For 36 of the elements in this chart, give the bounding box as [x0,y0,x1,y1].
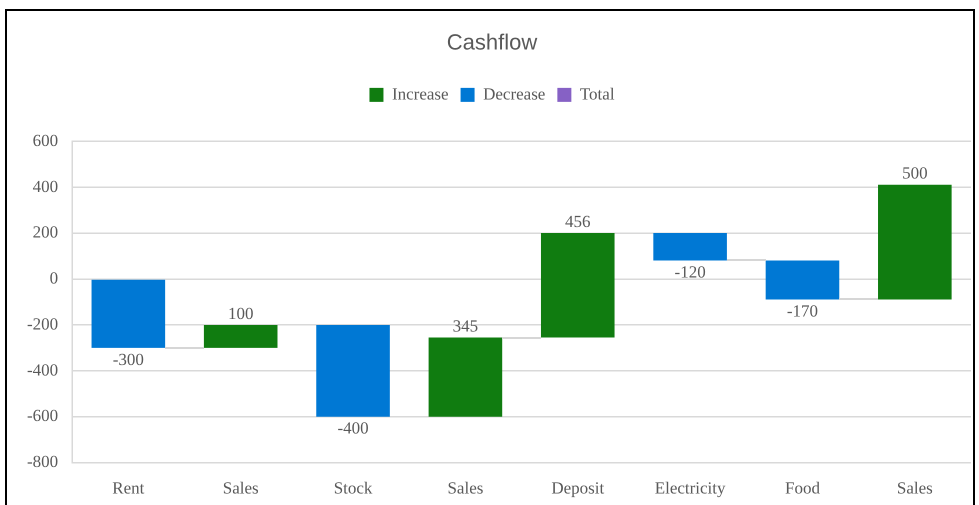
x-tick-label: Sales [222,478,259,498]
data-label: 500 [902,164,928,183]
y-tick-label: -400 [26,360,58,380]
bar [428,338,502,417]
legend-label: Decrease [483,84,546,104]
y-tick-label: 200 [32,222,58,242]
bar [316,324,390,417]
x-tick-label: Deposit [551,478,604,498]
y-tick-label: -200 [26,314,58,334]
legend-label: Total [580,84,615,104]
data-label: 456 [565,212,591,231]
data-label: -120 [674,262,706,282]
data-label: 100 [228,304,254,323]
x-tick-label: Electricity [654,478,726,498]
bar [878,184,952,300]
chart-title: Cashflow [446,29,538,54]
x-tick-label: Sales [447,478,484,498]
y-tick-label: 0 [50,268,58,288]
y-tick-label: -600 [26,406,58,426]
x-tick-label: Sales [896,478,933,498]
data-label: -170 [786,301,818,320]
x-tick-label: Stock [334,478,373,498]
x-tick-label: Rent [112,478,145,498]
bar [766,260,840,300]
y-tick-label: -800 [26,452,58,472]
data-label: -300 [112,350,144,369]
y-tick-label: 600 [32,130,58,150]
bar [204,324,278,348]
legend-label: Increase [392,84,449,104]
bar [540,232,615,338]
bar [92,280,166,348]
data-label: 345 [452,316,478,336]
x-tick-label: Food [784,478,820,498]
y-tick-label: 400 [32,176,58,196]
bar [653,232,727,260]
data-label: -400 [337,418,369,438]
